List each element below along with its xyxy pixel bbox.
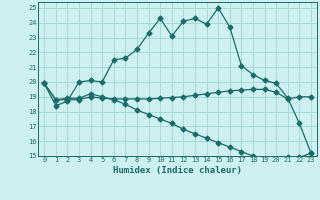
X-axis label: Humidex (Indice chaleur): Humidex (Indice chaleur) (113, 166, 242, 175)
